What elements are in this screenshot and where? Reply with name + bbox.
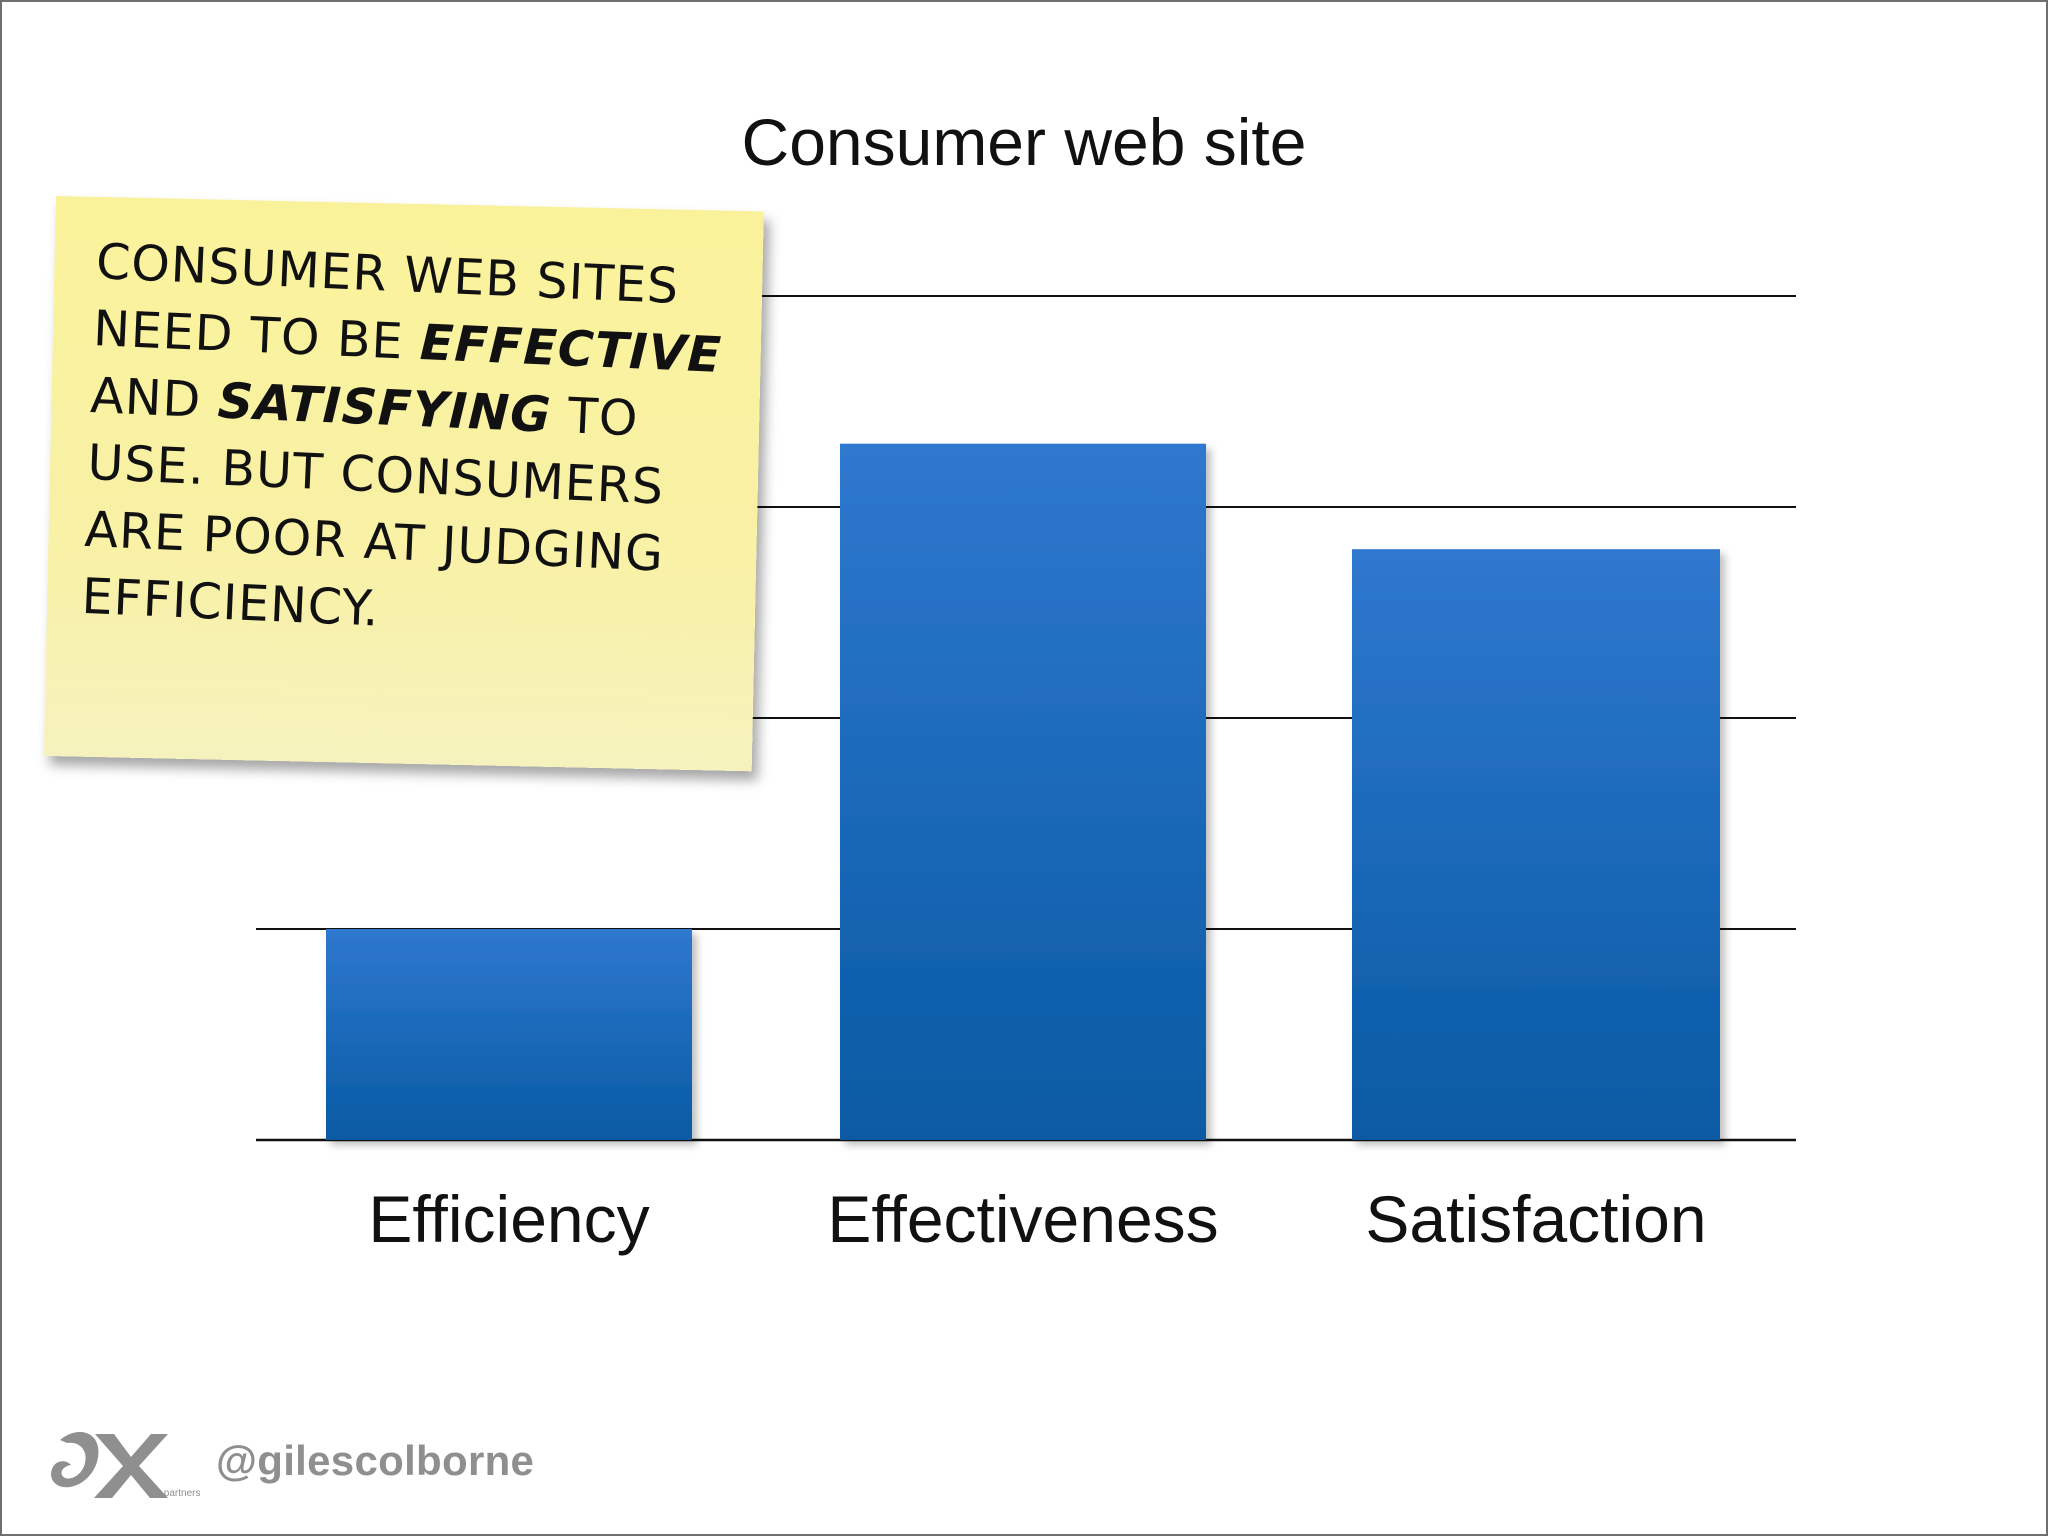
x-tick-label-efficiency: Efficiency — [368, 1182, 649, 1256]
bar-series — [326, 443, 1720, 1140]
twitter-handle: @gilescolborne — [216, 1437, 535, 1484]
note-satisfying-text: Satisfying — [216, 372, 553, 444]
logo-small-text: cx partners — [151, 1488, 200, 1499]
bar-satisfaction — [1352, 549, 1720, 1140]
x-axis-labels: Efficiency Effectiveness Satisfaction — [368, 1182, 1706, 1256]
note-effective-text: Effective — [418, 314, 723, 384]
cx-partners-logo-icon: cx partners — [51, 1431, 200, 1499]
x-tick-label-satisfaction: Satisfaction — [1365, 1182, 1706, 1256]
bar-efficiency — [326, 929, 692, 1140]
x-tick-label-effectiveness: Effectiveness — [827, 1182, 1218, 1256]
sticky-note: Consumer web sites need to be Effective … — [43, 196, 764, 772]
chart-title: Consumer web site — [742, 105, 1307, 179]
bar-effectiveness — [840, 443, 1206, 1140]
sticky-note-text: Consumer web sites need to be Effective … — [80, 228, 747, 657]
